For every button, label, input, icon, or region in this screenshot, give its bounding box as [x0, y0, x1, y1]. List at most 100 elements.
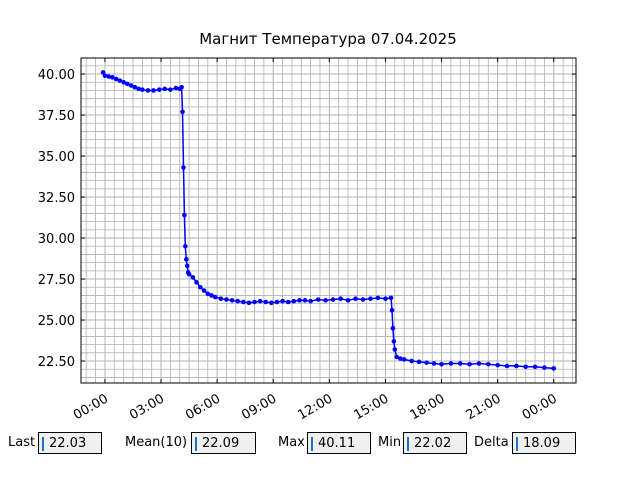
- data-point: [180, 109, 185, 115]
- data-point: [302, 298, 308, 303]
- data-point: [235, 298, 241, 304]
- data-point: [136, 86, 141, 92]
- data-point: [102, 73, 108, 79]
- data-point: [457, 361, 463, 366]
- data-point: [179, 84, 184, 90]
- data-point: [551, 366, 557, 371]
- stat-value: 22.09: [191, 432, 256, 454]
- stat-label: Last: [8, 435, 36, 450]
- data-point: [209, 293, 214, 298]
- data-point: [439, 362, 444, 367]
- data-point: [353, 296, 358, 302]
- stat-value: 40.11: [307, 432, 371, 454]
- data-point: [485, 362, 491, 367]
- data-point: [184, 263, 190, 269]
- data-point: [274, 299, 280, 305]
- data-point: [121, 79, 126, 85]
- data-point: [201, 288, 207, 293]
- data-point: [257, 298, 263, 304]
- data-point: [514, 363, 519, 369]
- stat-label: Max: [278, 435, 305, 450]
- data-point: [162, 86, 168, 92]
- y-tick-label: 22.50: [38, 355, 75, 370]
- data-point: [132, 84, 138, 90]
- x-tick-label: 15:00: [351, 391, 391, 420]
- data-point: [542, 365, 547, 370]
- chart: Магнит Температура 07.04.2025 22.50 25.00…: [38, 30, 577, 420]
- data-point: [391, 339, 397, 344]
- data-point: [375, 295, 381, 301]
- data-point: [269, 300, 274, 306]
- data-point: [280, 298, 285, 304]
- data-point: [145, 88, 151, 93]
- data-point: [198, 284, 203, 290]
- data-point: [323, 298, 328, 303]
- stat-label: Min: [378, 435, 402, 450]
- y-tick-label: 27.50: [38, 273, 75, 288]
- data-point: [308, 298, 313, 304]
- data-point: [476, 361, 482, 366]
- data-point: [297, 298, 302, 303]
- data-point: [194, 280, 199, 285]
- data-point: [113, 76, 119, 82]
- x-tick-label: 00:00: [71, 391, 111, 420]
- data-point: [183, 243, 188, 249]
- stat-label: Mean(10): [125, 435, 188, 450]
- data-point: [212, 294, 218, 300]
- data-point: [392, 347, 398, 352]
- data-point: [338, 296, 343, 302]
- data-point: [360, 297, 366, 302]
- data-point: [416, 359, 422, 365]
- stat-label: Delta: [474, 435, 509, 450]
- x-tick-label: 21:00: [464, 391, 504, 420]
- data-point: [448, 361, 454, 366]
- x-tick-label: 12:00: [295, 391, 335, 420]
- x-tick-label: 09:00: [239, 391, 279, 420]
- data-point: [390, 325, 396, 331]
- chart-title: Магнит Температура 07.04.2025: [199, 30, 457, 48]
- data-point: [186, 271, 192, 277]
- data-point: [125, 81, 130, 87]
- data-point: [106, 74, 111, 79]
- data-point: [224, 297, 229, 302]
- data-point: [345, 298, 351, 303]
- data-point: [190, 275, 196, 280]
- data-point: [168, 87, 173, 92]
- y-tick-label: 32.50: [38, 191, 75, 206]
- data-point: [504, 363, 510, 369]
- data-point: [183, 257, 189, 262]
- data-point: [495, 362, 500, 368]
- data-point: [181, 165, 186, 170]
- data-point: [394, 354, 399, 360]
- data-point: [532, 364, 538, 370]
- data-point: [368, 296, 373, 302]
- data-point: [388, 295, 394, 301]
- data-point: [252, 299, 257, 305]
- data-point: [205, 291, 211, 297]
- data-point: [140, 87, 145, 92]
- stat-value: 22.03: [38, 432, 102, 454]
- data-point: [389, 307, 395, 313]
- data-point: [467, 362, 472, 367]
- data-point: [263, 299, 269, 305]
- data-point: [151, 88, 156, 93]
- y-tick-label: 37.50: [38, 109, 75, 124]
- data-point: [401, 357, 407, 362]
- stat-value: 18.09: [512, 432, 576, 454]
- data-point: [173, 85, 179, 91]
- data-point: [523, 364, 528, 370]
- y-tick-label: 30.00: [38, 232, 75, 247]
- data-point: [285, 299, 291, 305]
- data-point: [431, 361, 437, 366]
- y-tick-label: 35.00: [38, 150, 75, 165]
- data-point: [156, 87, 162, 92]
- data-point: [117, 78, 123, 83]
- data-point: [110, 75, 115, 80]
- data-point: [424, 360, 429, 365]
- data-point: [128, 83, 134, 88]
- data-point: [218, 296, 224, 302]
- data-point: [229, 298, 235, 303]
- data-point: [330, 297, 336, 302]
- data-point: [398, 356, 403, 361]
- x-tick-label: 03:00: [127, 391, 167, 420]
